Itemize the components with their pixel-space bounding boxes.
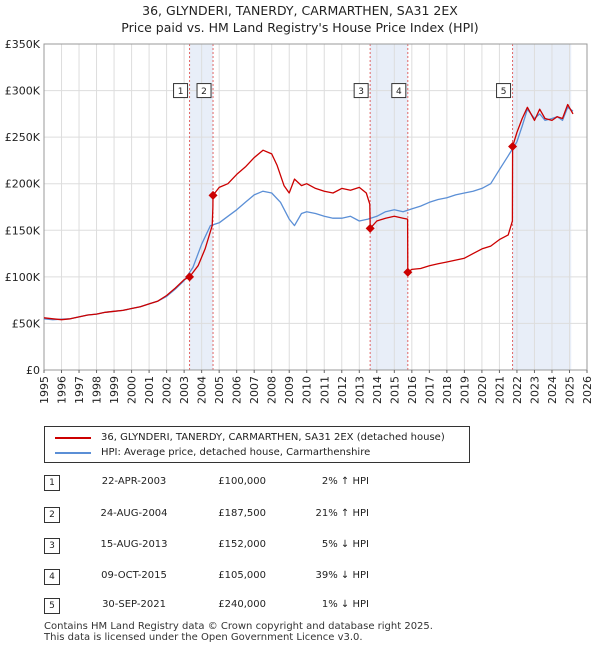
- sale-hpi-diff: 2% ↑ HPI: [321, 476, 369, 487]
- sale-row: 1 22-APR-2003 £100,000 2% ↑ HPI: [44, 475, 584, 493]
- sale-number: 1: [44, 475, 60, 491]
- shaded-period: [512, 44, 572, 370]
- y-tick-label: £150K: [5, 224, 41, 237]
- price-chart: £0 £50K £100K £150K £200K £250K £300K £350K 1995…: [5, 38, 594, 404]
- x-tick-label: 2018: [441, 376, 454, 404]
- sale-date: 09-OCT-2015: [101, 570, 167, 581]
- title-line-2: Price paid vs. HM Land Registry's House …: [121, 20, 479, 35]
- legend-label-hpi: HPI: Average price, detached house, Carm…: [101, 447, 371, 458]
- sale-marker-label: 1: [178, 87, 184, 97]
- sale-price: £152,000: [218, 539, 266, 550]
- sale-marker-label: 4: [396, 87, 402, 97]
- series-line-hpi: [43, 106, 574, 321]
- sale-date: 22-APR-2003: [101, 476, 167, 487]
- legend: 36, GLYNDERI, TANERDY, CARMARTHEN, SA31 …: [44, 426, 470, 463]
- plot-frame: [43, 43, 588, 371]
- sale-number: 4: [44, 569, 60, 585]
- sale-hpi-diff: 5% ↓ HPI: [321, 539, 369, 550]
- x-tick-label: 2022: [511, 376, 524, 404]
- sale-point: [185, 272, 195, 282]
- title-line-1: 36, GLYNDERI, TANERDY, CARMARTHEN, SA31 …: [142, 3, 458, 18]
- y-tick-label: £300K: [5, 85, 41, 98]
- sale-date: 24-AUG-2004: [100, 508, 168, 519]
- y-tick-label: £350K: [5, 38, 41, 51]
- x-tick-label: 2023: [528, 376, 541, 404]
- legend-swatch-property: [55, 436, 91, 439]
- series-line-property: [43, 103, 574, 321]
- x-tick-label: 2011: [318, 376, 331, 404]
- sale-marker-label: 5: [501, 87, 507, 97]
- x-tick-label: 2000: [126, 376, 139, 404]
- sale-date: 15-AUG-2013: [100, 539, 168, 550]
- x-tick-label: 2014: [371, 376, 384, 404]
- sale-price: £187,500: [218, 508, 266, 519]
- sale-hpi-diff: 39% ↓ HPI: [315, 570, 369, 581]
- legend-item-hpi: HPI: Average price, detached house, Carm…: [55, 445, 370, 460]
- x-tick-label: 2016: [406, 376, 419, 404]
- x-tick-label: 2013: [353, 376, 366, 404]
- sale-price: £240,000: [218, 599, 266, 610]
- x-tick-label: 2012: [336, 376, 349, 404]
- sale-price: £100,000: [218, 476, 266, 487]
- x-tick-label: 2024: [546, 376, 559, 404]
- sale-marker-label: 3: [358, 87, 364, 97]
- sale-point: [508, 141, 518, 151]
- x-tick-label: 2002: [161, 376, 174, 404]
- legend-swatch-hpi: [55, 451, 91, 454]
- sale-row: 4 09-OCT-2015 £105,000 39% ↓ HPI: [44, 569, 584, 587]
- x-tick-label: 2005: [213, 376, 226, 404]
- sale-point: [365, 223, 375, 233]
- sale-marker-box: [353, 83, 369, 99]
- x-tick-label: 2019: [458, 376, 471, 404]
- x-tick-label: 2003: [178, 376, 191, 404]
- x-tick-label: 1997: [73, 376, 86, 404]
- footer-copyright: Contains HM Land Registry data © Crown c…: [44, 621, 433, 632]
- x-tick-label: 2006: [231, 376, 244, 404]
- y-tick-label: £50K: [12, 317, 41, 330]
- footer-licence: This data is licensed under the Open Gov…: [44, 632, 363, 643]
- x-tick-label: 2025: [563, 376, 576, 404]
- legend-label-property: 36, GLYNDERI, TANERDY, CARMARTHEN, SA31 …: [101, 432, 445, 443]
- chart-title: 36, GLYNDERI, TANERDY, CARMARTHEN, SA31 …: [0, 0, 600, 36]
- x-tick-label: 1998: [91, 376, 104, 404]
- x-tick-label: 2017: [423, 376, 436, 404]
- sale-marker-label: 2: [201, 87, 207, 97]
- sale-number: 3: [44, 538, 60, 554]
- sale-marker-box: [496, 83, 512, 99]
- sale-price: £105,000: [218, 570, 266, 581]
- x-tick-label: 2004: [196, 376, 209, 404]
- x-tick-label: 1999: [108, 376, 121, 404]
- y-tick-label: £250K: [5, 131, 41, 144]
- x-tick-label: 2021: [493, 376, 506, 404]
- sale-date: 30-SEP-2021: [102, 599, 166, 610]
- sale-number: 2: [44, 507, 60, 523]
- x-tick-label: 2007: [248, 376, 261, 404]
- x-tick-label: 2026: [581, 376, 594, 404]
- legend-item-property: 36, GLYNDERI, TANERDY, CARMARTHEN, SA31 …: [55, 430, 445, 445]
- y-tick-label: £0: [26, 364, 40, 377]
- footer: Contains HM Land Registry data © Crown c…: [44, 621, 433, 643]
- sale-marker-box: [196, 83, 212, 99]
- sale-row: 3 15-AUG-2013 £152,000 5% ↓ HPI: [44, 538, 584, 556]
- sale-point: [208, 190, 218, 200]
- sale-hpi-diff: 21% ↑ HPI: [315, 508, 369, 519]
- sale-marker-box: [391, 83, 407, 99]
- x-tick-label: 2010: [301, 376, 314, 404]
- sale-point: [403, 267, 413, 277]
- y-tick-label: £200K: [5, 178, 41, 191]
- x-tick-label: 1995: [38, 376, 51, 404]
- sale-number: 5: [44, 598, 60, 614]
- sale-row: 2 24-AUG-2004 £187,500 21% ↑ HPI: [44, 507, 584, 525]
- x-tick-label: 2009: [283, 376, 296, 404]
- x-tick-label: 1996: [56, 376, 69, 404]
- x-tick-label: 2001: [143, 376, 156, 404]
- sale-row: 5 30-SEP-2021 £240,000 1% ↓ HPI: [44, 598, 584, 616]
- sale-marker-box: [173, 83, 189, 99]
- y-tick-label: £100K: [5, 271, 41, 284]
- x-tick-label: 2008: [266, 376, 279, 404]
- x-tick-label: 2015: [388, 376, 401, 404]
- sale-hpi-diff: 1% ↓ HPI: [321, 599, 369, 610]
- x-tick-label: 2020: [476, 376, 489, 404]
